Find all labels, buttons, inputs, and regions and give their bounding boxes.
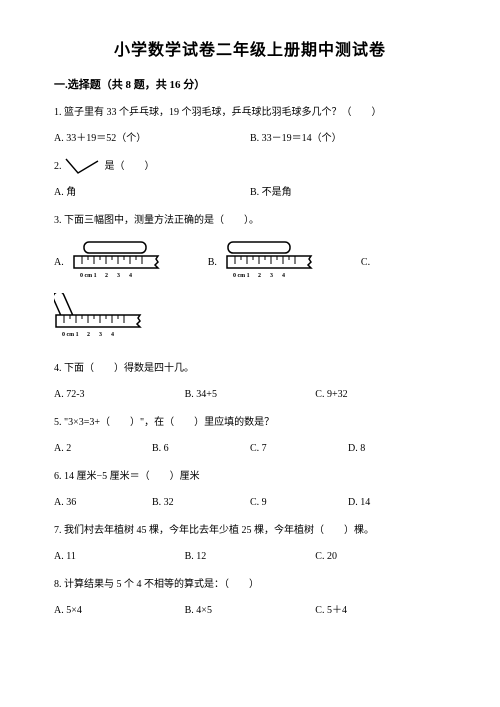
page-title: 小学数学试卷二年级上册期中测试卷 (54, 36, 446, 60)
q5-options: A. 2 B. 6 C. 7 D. 8 (54, 438, 446, 460)
svg-text:0 cm 1: 0 cm 1 (62, 332, 79, 338)
q4-optB: B. 34+5 (185, 384, 316, 406)
q1-optA: A. 33＋19＝52（个） (54, 128, 250, 150)
q3-text: 3. 下面三幅图中，测量方法正确的是（ ）。 (54, 210, 446, 232)
q2-post: 是（ ） (105, 161, 155, 172)
q6-optD: D. 14 (348, 492, 446, 514)
exam-page: 小学数学试卷二年级上册期中测试卷 一.选择题（共 8 题，共 16 分） 1. … (0, 0, 500, 707)
q1-optB: B. 33－19＝14（个） (250, 128, 446, 150)
q5-optA: A. 2 (54, 438, 152, 460)
q2-optB: B. 不是角 (250, 182, 446, 204)
svg-text:3: 3 (270, 273, 273, 279)
ruler-c-icon: 0 cm 1 2 3 4 (54, 293, 146, 344)
section-heading: 一.选择题（共 8 题，共 16 分） (54, 76, 446, 92)
svg-text:2: 2 (258, 273, 261, 279)
q4-optC: C. 9+32 (315, 384, 446, 406)
q7-optA: A. 11 (54, 546, 185, 568)
svg-text:2: 2 (87, 332, 90, 338)
q2-text: 2. 是（ ） (54, 156, 446, 178)
q5-optB: B. 6 (152, 438, 250, 460)
q8-options: A. 5×4 B. 4×5 C. 5＋4 (54, 600, 446, 622)
q8-optC: C. 5＋4 (315, 600, 446, 622)
q4-optA: A. 72-3 (54, 384, 185, 406)
q2-pre: 2. (54, 161, 64, 172)
q6-text: 6. 14 厘米−5 厘米＝（ ）厘米 (54, 466, 446, 488)
q1-text: 1. 篮子里有 33 个乒乓球，19 个羽毛球，乒乓球比羽毛球多几个？（ ） (54, 102, 446, 124)
q5-text: 5. "3×3=3+（ ）"，在（ ）里应填的数是？ (54, 412, 446, 434)
q7-optB: B. 12 (185, 546, 316, 568)
q3-row1: A. 0 cm 1 2 3 4 B. (54, 240, 446, 285)
q7-text: 7. 我们村去年植树 45 棵，今年比去年少植 25 棵，今年植树（ ）棵。 (54, 520, 446, 542)
svg-text:2: 2 (105, 273, 108, 279)
q8-optA: A. 5×4 (54, 600, 185, 622)
q2-options: A. 角 B. 不是角 (54, 182, 446, 204)
q2-optA: A. 角 (54, 182, 250, 204)
angle-shape-icon (64, 157, 102, 177)
ruler-a-icon: 0 cm 1 2 3 4 (72, 240, 164, 285)
svg-text:4: 4 (282, 273, 285, 279)
q5-optD: D. 8 (348, 438, 446, 460)
q7-optC: C. 20 (315, 546, 446, 568)
svg-text:3: 3 (117, 273, 120, 279)
svg-text:4: 4 (129, 273, 132, 279)
q6-optB: B. 32 (152, 492, 250, 514)
q5-optC: C. 7 (250, 438, 348, 460)
q1-options: A. 33＋19＝52（个） B. 33－19＝14（个） (54, 128, 446, 150)
q7-options: A. 11 B. 12 C. 20 (54, 546, 446, 568)
q8-text: 8. 计算结果与 5 个 4 不相等的算式是：（ ） (54, 574, 446, 596)
svg-text:4: 4 (111, 332, 114, 338)
svg-text:0 cm 1: 0 cm 1 (233, 273, 250, 279)
q4-options: A. 72-3 B. 34+5 C. 9+32 (54, 384, 446, 406)
q6-optC: C. 9 (250, 492, 348, 514)
q3-labC: C. (361, 257, 370, 268)
q6-optA: A. 36 (54, 492, 152, 514)
svg-text:3: 3 (99, 332, 102, 338)
svg-text:0 cm 1: 0 cm 1 (80, 273, 97, 279)
q8-optB: B. 4×5 (185, 600, 316, 622)
q3-row2: 0 cm 1 2 3 4 (54, 293, 446, 344)
q3-labB: B. (208, 257, 217, 268)
q3-labA: A. (54, 257, 64, 268)
q4-text: 4. 下面（ ）得数是四十几。 (54, 358, 446, 380)
q6-options: A. 36 B. 32 C. 9 D. 14 (54, 492, 446, 514)
ruler-b-icon: 0 cm 1 2 3 4 (225, 240, 317, 285)
